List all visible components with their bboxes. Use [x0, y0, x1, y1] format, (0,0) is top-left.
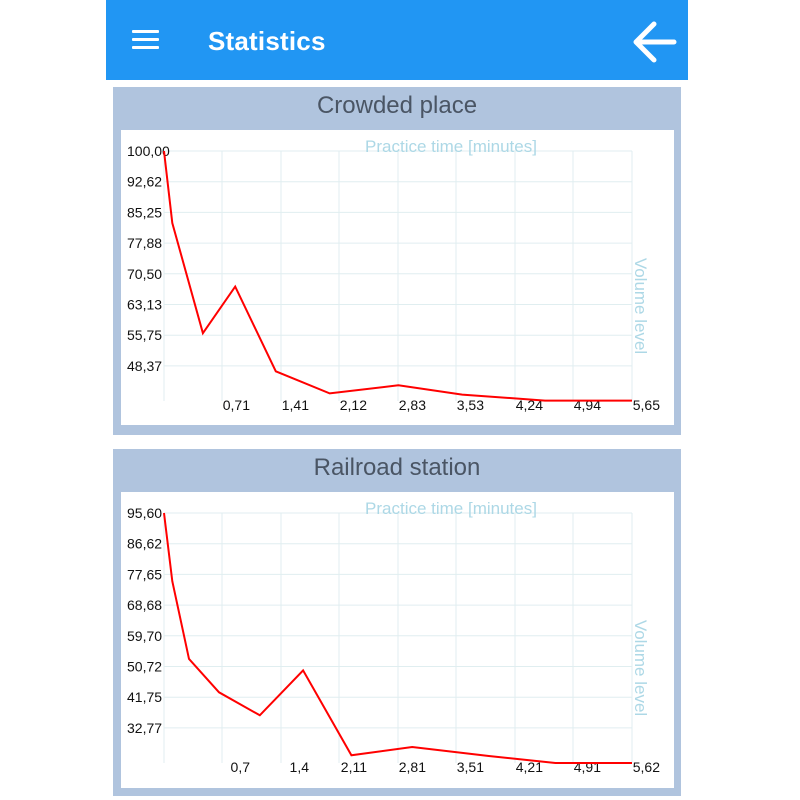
series-line: [163, 150, 632, 402]
app-bar: Statistics: [106, 0, 688, 80]
y-tick-label: 70,50: [127, 266, 162, 282]
chart-card-crowded-place: Crowded place 100,00 92,62 85,25 77,88 70,50…: [113, 87, 681, 435]
y-tick-label: 55,75: [127, 327, 162, 343]
y-axis-title: Volume level: [631, 258, 650, 354]
y-tick-label: 92,62: [127, 174, 162, 190]
y-tick-label: 63,13: [127, 297, 162, 313]
y-axis-title: Volume level: [631, 620, 650, 716]
x-tick-label: 2,12: [340, 397, 367, 413]
series-line: [163, 512, 632, 764]
y-tick-label: 48,37: [127, 358, 162, 374]
chart-card-railroad-station: Railroad station 95,60 86,62 77,65 68,68 59,…: [113, 449, 681, 796]
x-tick-label: 0,71: [223, 397, 250, 413]
x-tick-label: 1,41: [282, 397, 309, 413]
y-tick-label: 32,77: [127, 720, 162, 736]
y-tick-label: 77,65: [127, 566, 162, 582]
x-tick-label: 2,83: [399, 397, 426, 413]
y-tick-label: 95,60: [127, 505, 162, 521]
page-title: Statistics: [208, 26, 326, 56]
x-tick-label: 0,7: [231, 759, 251, 775]
arrow-back-icon[interactable]: [630, 20, 678, 64]
x-tick-label: 4,91: [574, 759, 601, 775]
chart-plot-area: 95,60 86,62 77,65 68,68 59,70 50,72 41,75 32,77…: [121, 492, 674, 788]
y-tick-label: 50,72: [127, 659, 162, 675]
chart-title: Railroad station: [313, 454, 481, 481]
line-chart: 95,60 86,62 77,65 68,68 59,70 50,72 41,75 32,77…: [127, 499, 660, 775]
x-axis-title: Practice time [minutes]: [365, 499, 537, 518]
x-tick-label: 4,94: [574, 397, 601, 413]
hamburger-menu-icon[interactable]: [132, 28, 160, 52]
y-tick-label: 41,75: [127, 689, 162, 705]
y-tick-label: 86,62: [127, 536, 162, 552]
x-tick-label: 2,11: [341, 759, 367, 775]
x-tick-label: 3,53: [457, 397, 484, 413]
x-tick-label: 5,62: [633, 759, 660, 775]
chart-plot-area: 100,00 92,62 85,25 77,88 70,50 63,13 55,75 48,3…: [121, 130, 674, 425]
x-tick-label: 2,81: [399, 759, 426, 775]
line-chart: 100,00 92,62 85,25 77,88 70,50 63,13 55,75 48,3…: [127, 137, 660, 413]
chart-title: Crowded place: [316, 92, 478, 119]
x-tick-label: 1,4: [290, 759, 310, 775]
y-tick-label: 85,25: [127, 204, 162, 220]
y-tick-label: 77,88: [127, 235, 162, 251]
y-tick-label: 68,68: [127, 597, 162, 613]
x-tick-label: 4,24: [516, 397, 543, 413]
x-tick-label: 3,51: [457, 759, 484, 775]
x-tick-label: 4,21: [516, 759, 543, 775]
y-tick-label: 100,00: [127, 143, 170, 159]
x-tick-label: 5,65: [633, 397, 660, 413]
x-axis-title: Practice time [minutes]: [365, 137, 537, 156]
y-tick-label: 59,70: [127, 628, 162, 644]
